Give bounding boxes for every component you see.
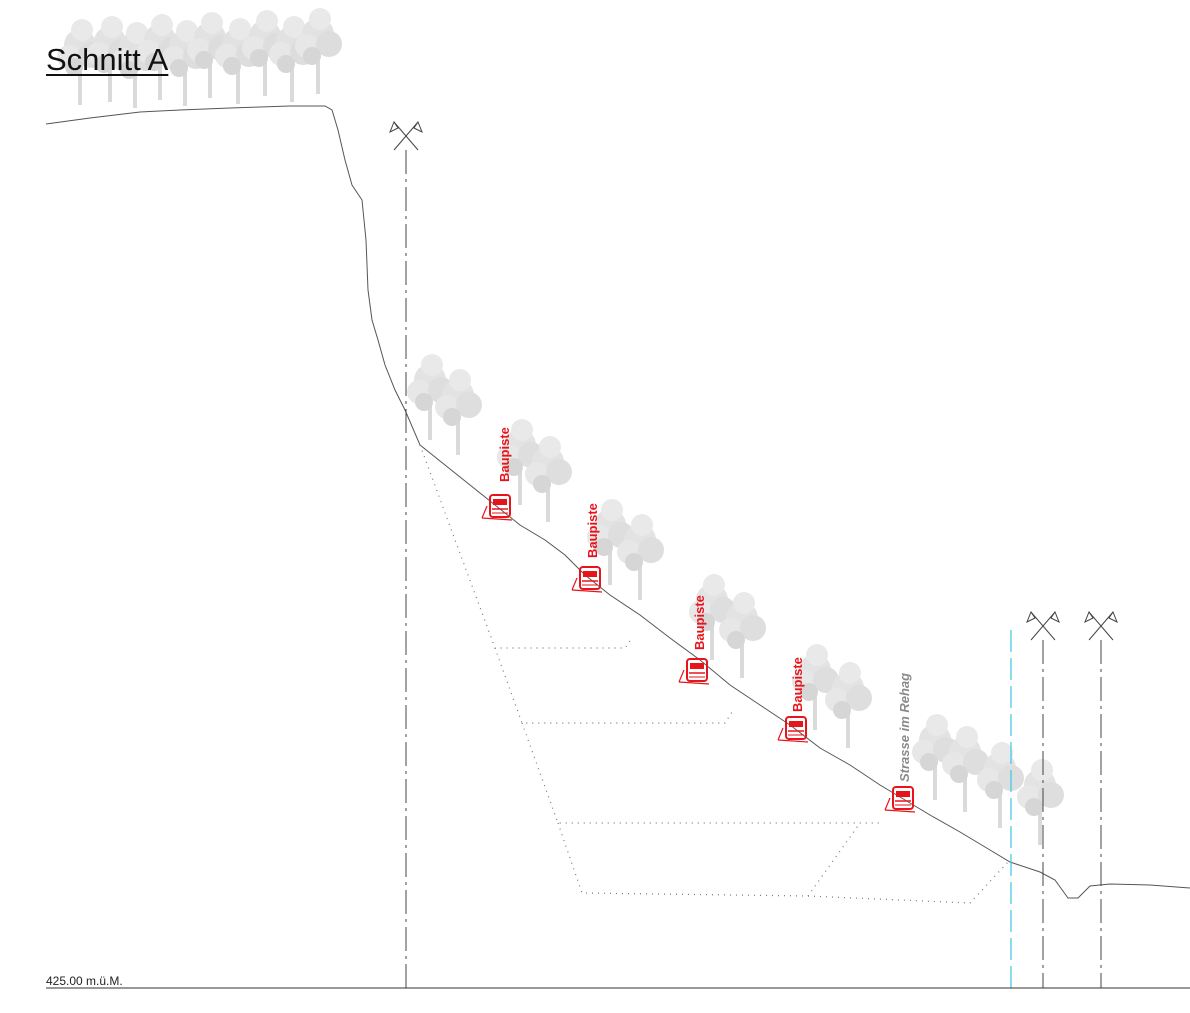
excavation-lines <box>419 444 1009 904</box>
vehicle-icon-3 <box>678 658 710 685</box>
label-baupiste-3: Baupiste <box>692 595 707 650</box>
axis-flag-icon-right-1 <box>1026 611 1060 641</box>
label-baupiste-4: Baupiste <box>790 657 805 712</box>
section-title: Schnitt A <box>46 42 169 77</box>
axis-flag-icon-right-2 <box>1084 611 1118 641</box>
label-baupiste-2: Baupiste <box>585 503 600 558</box>
vehicle-icon-2 <box>571 566 603 593</box>
terrain-profile <box>45 105 1190 899</box>
axis-flag-icon-left <box>389 121 423 151</box>
label-baupiste-1: Baupiste <box>497 427 512 482</box>
label-road: Strasse im Rehag <box>897 673 912 782</box>
vehicle-icon-4 <box>777 716 809 743</box>
elevation-label: 425.00 m.ü.M. <box>46 974 123 988</box>
